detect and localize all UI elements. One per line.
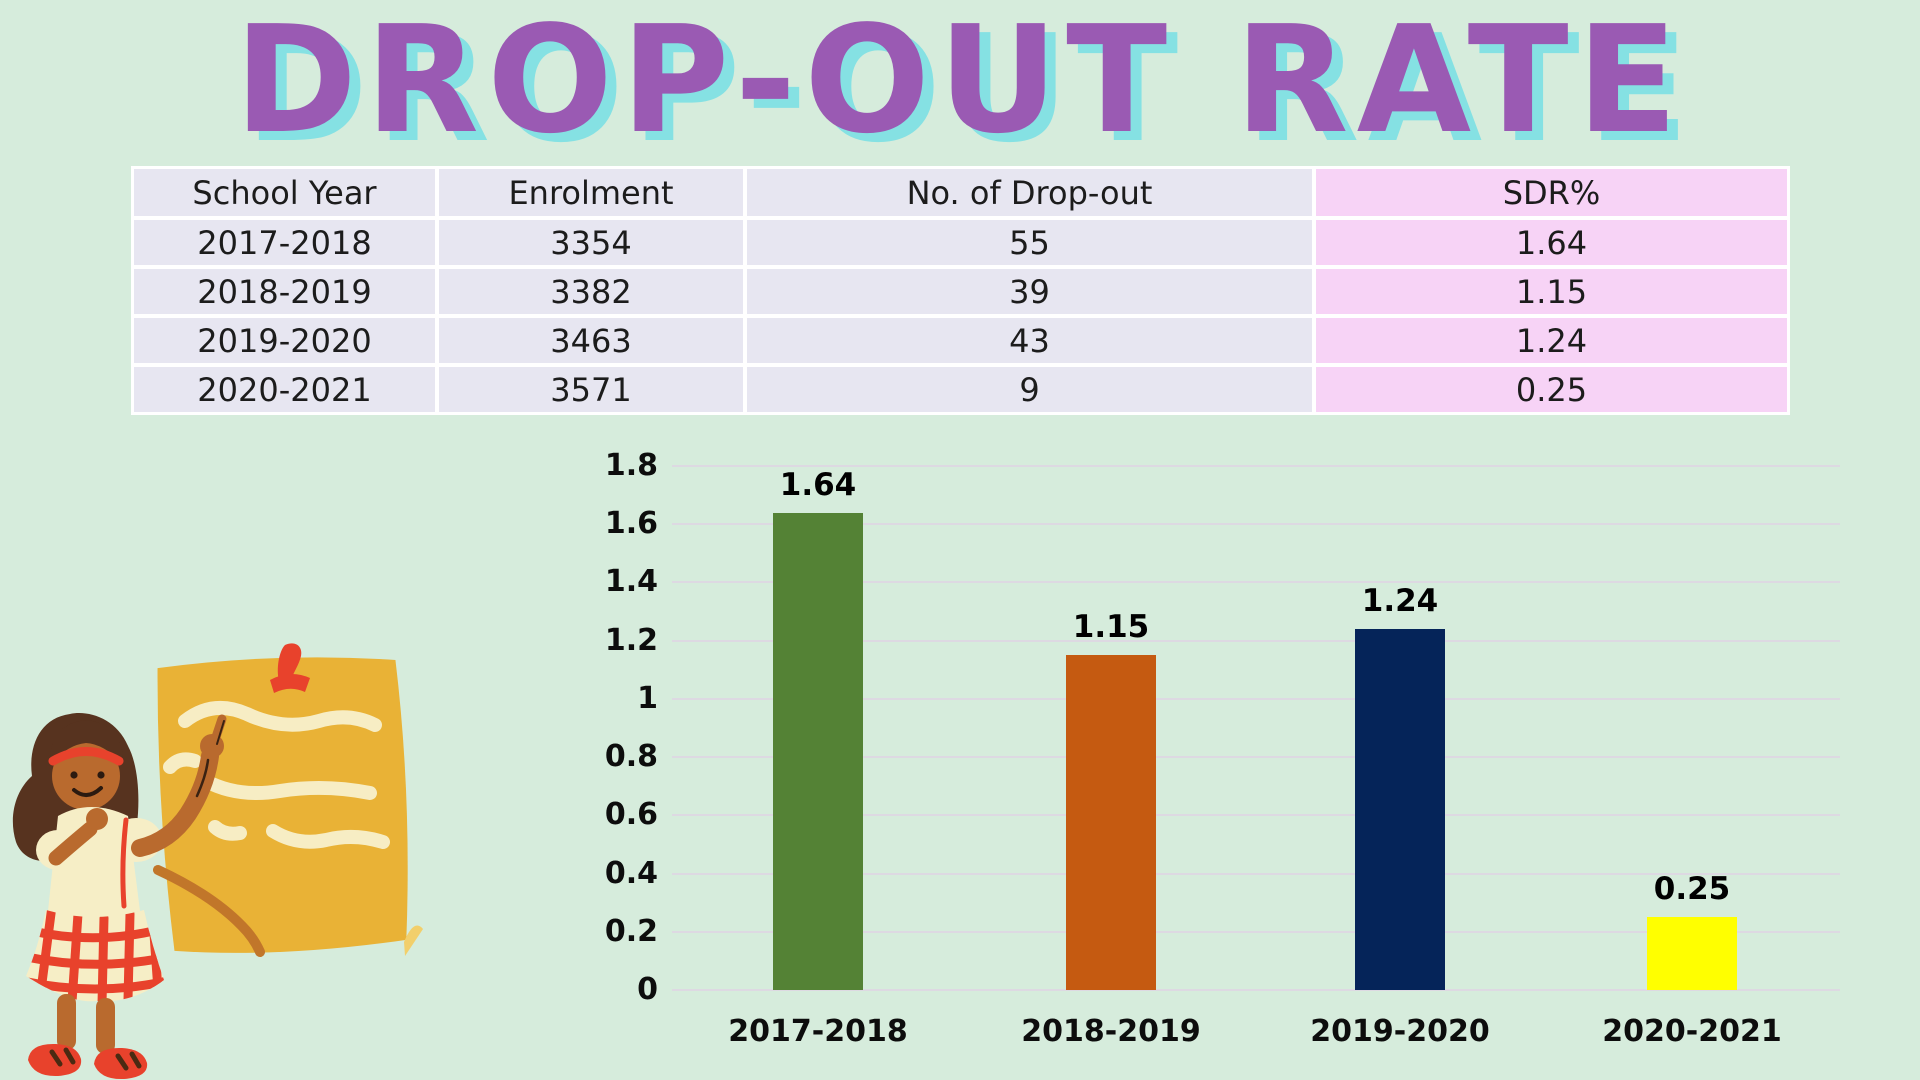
table-cell-sdr-3: 0.25 <box>1316 367 1787 412</box>
table-cell-year-0: 2017-2018 <box>134 220 435 265</box>
bar-value-2017-2018: 1.64 <box>779 466 857 503</box>
bar-value-2020-2021: 0.25 <box>1653 871 1731 908</box>
table-cell-dropouts-3: 9 <box>747 367 1312 412</box>
y-axis-tick-label: 0.6 <box>604 797 658 833</box>
table-cell-enrolment-2: 3463 <box>439 318 743 363</box>
gridline <box>672 639 1840 642</box>
y-axis-tick-label: 0.4 <box>604 855 658 891</box>
table-cell-dropouts-0: 55 <box>747 220 1312 265</box>
girl-note-illustration <box>12 643 423 1080</box>
gridline <box>672 930 1840 933</box>
table-cell-sdr-1: 1.15 <box>1316 269 1787 314</box>
table-cell-year-2: 2019-2020 <box>134 318 435 363</box>
table-cell-sdr-0: 1.64 <box>1316 220 1787 265</box>
x-axis-label-2018-2019: 2018-2019 <box>1021 1014 1201 1049</box>
y-axis-tick-label: 1 <box>637 680 658 716</box>
gridline <box>672 697 1840 700</box>
gridline <box>672 756 1840 759</box>
y-axis-tick-label: 0.8 <box>604 739 658 775</box>
page-title: DROP-OUT RATE <box>234 0 1686 166</box>
bar-group-2018-2019: 1.15 <box>1066 609 1156 990</box>
table-cell-dropouts-1: 39 <box>747 269 1312 314</box>
gridline <box>672 581 1840 584</box>
bar-value-2018-2019: 1.15 <box>1072 609 1150 646</box>
table-header-enrolment: Enrolment <box>439 169 743 216</box>
bar-group-2017-2018: 1.64 <box>773 467 863 990</box>
table-header-dropout: No. of Drop-out <box>747 169 1312 216</box>
bar-2019-2020 <box>1355 629 1445 990</box>
y-axis-tick-label: 1.2 <box>604 622 658 658</box>
gridline <box>672 814 1840 817</box>
y-axis-tick-label: 0.2 <box>604 913 658 949</box>
gridline <box>672 465 1840 467</box>
table-cell-year-3: 2020-2021 <box>134 367 435 412</box>
gridline <box>672 989 1840 991</box>
table-cell-enrolment-1: 3382 <box>439 269 743 314</box>
dropout-table: School Year Enrolment No. of Drop-out SD… <box>131 166 1790 415</box>
pushpin-icon <box>270 643 310 693</box>
y-axis-tick-label: 0 <box>637 972 658 1007</box>
x-axis-label-2019-2020: 2019-2020 <box>1310 1014 1490 1049</box>
table-cell-year-1: 2018-2019 <box>134 269 435 314</box>
table-cell-sdr-2: 1.24 <box>1316 318 1787 363</box>
bar-2018-2019 <box>1066 655 1156 990</box>
bar-2020-2021 <box>1647 917 1737 990</box>
y-axis-tick-label: 1.6 <box>604 506 658 542</box>
girl-figure <box>12 713 227 1080</box>
table-header-sdr: SDR% <box>1316 169 1787 216</box>
table-cell-enrolment-3: 3571 <box>439 367 743 412</box>
bar-group-2019-2020: 1.24 <box>1355 583 1445 990</box>
y-axis-tick-label: 1.4 <box>604 564 658 600</box>
table-cell-enrolment-0: 3354 <box>439 220 743 265</box>
table-header-school-year: School Year <box>134 169 435 216</box>
gridline <box>672 523 1840 526</box>
bar-group-2020-2021: 0.25 <box>1647 871 1737 990</box>
x-axis-label-2020-2021: 2020-2021 <box>1602 1014 1782 1049</box>
x-axis-label-2017-2018: 2017-2018 <box>728 1014 908 1049</box>
bar-value-2019-2020: 1.24 <box>1361 583 1439 620</box>
table-cell-dropouts-2: 43 <box>747 318 1312 363</box>
gridline <box>672 872 1840 875</box>
y-axis-tick-label: 1.8 <box>604 448 658 483</box>
bar-2017-2018 <box>773 512 863 990</box>
